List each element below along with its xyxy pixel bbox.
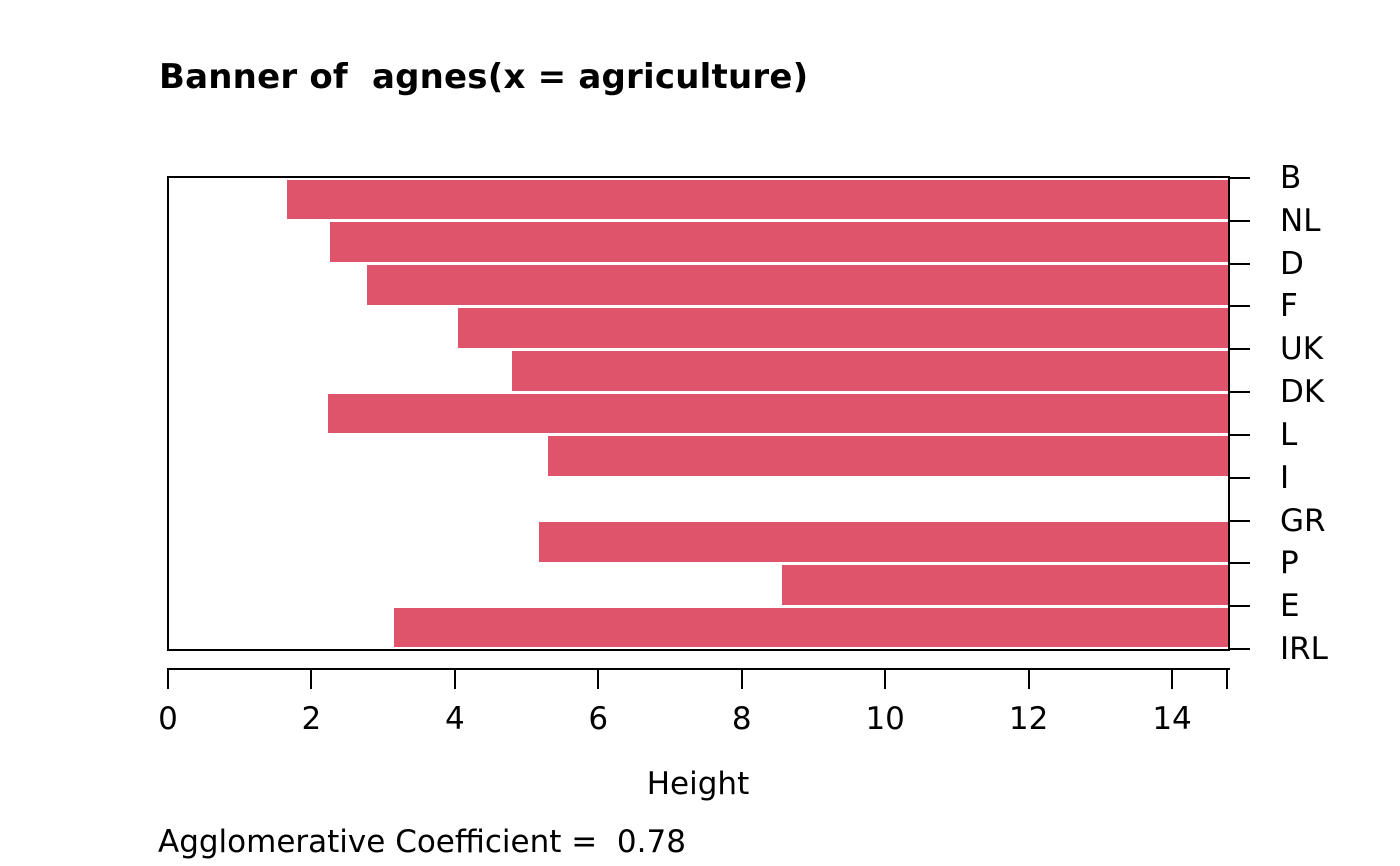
x-axis-line bbox=[167, 668, 1230, 670]
x-tick-label-14: 14 bbox=[1152, 701, 1192, 737]
right-label-B: B bbox=[1280, 160, 1302, 196]
banner-bar-UK-DK bbox=[512, 350, 1228, 391]
plot-title: Banner of agnes(x = agriculture) bbox=[159, 57, 809, 97]
x-tick-12 bbox=[1027, 668, 1030, 689]
plot-area bbox=[167, 176, 1230, 651]
right-label-L: L bbox=[1280, 416, 1298, 453]
banner-bar-DK-L bbox=[328, 393, 1228, 434]
right-tick-L bbox=[1230, 433, 1250, 436]
x-axis-label: Height bbox=[646, 766, 750, 802]
x-tick-0 bbox=[167, 668, 169, 689]
right-tick-NL bbox=[1230, 219, 1250, 222]
right-tick-DK bbox=[1230, 391, 1250, 394]
x-tick-label-8: 8 bbox=[731, 701, 752, 737]
right-label-E: E bbox=[1280, 588, 1300, 625]
banner-bar-P-E bbox=[781, 564, 1228, 605]
right-tick-UK bbox=[1230, 348, 1250, 351]
banner-bar-B-NL bbox=[287, 179, 1228, 220]
right-label-P: P bbox=[1280, 545, 1299, 582]
x-tick-14 bbox=[1171, 668, 1174, 689]
x-tick-label-0: 0 bbox=[158, 701, 178, 737]
right-label-IRL: IRL bbox=[1280, 631, 1328, 667]
right-tick-P bbox=[1230, 562, 1250, 565]
x-tick-label-10: 10 bbox=[865, 701, 905, 737]
right-label-UK: UK bbox=[1280, 331, 1324, 368]
right-tick-E bbox=[1230, 605, 1250, 608]
banner-bar-L-I bbox=[548, 436, 1228, 477]
banner-bar-GR-P bbox=[538, 522, 1228, 562]
right-tick-I bbox=[1230, 476, 1250, 479]
right-tick-D bbox=[1230, 262, 1250, 265]
right-label-GR: GR bbox=[1280, 502, 1326, 539]
banner-bar-D-F bbox=[367, 265, 1228, 305]
right-tick-B bbox=[1230, 177, 1250, 179]
banner-bar-F-UK bbox=[457, 307, 1228, 348]
right-label-F: F bbox=[1280, 288, 1298, 325]
agglomerative-coefficient-text: Agglomerative Coefficient = 0.78 bbox=[158, 824, 686, 860]
right-label-I: I bbox=[1280, 459, 1290, 496]
right-label-DK: DK bbox=[1280, 374, 1325, 411]
right-label-D: D bbox=[1280, 245, 1304, 282]
x-tick-label-4: 4 bbox=[444, 701, 465, 737]
x-axis-end-tick bbox=[1226, 668, 1228, 689]
right-tick-GR bbox=[1230, 519, 1250, 522]
x-tick-6 bbox=[597, 668, 600, 689]
x-tick-label-6: 6 bbox=[588, 701, 609, 737]
x-tick-10 bbox=[884, 668, 887, 689]
right-label-NL: NL bbox=[1280, 202, 1321, 239]
x-tick-label-2: 2 bbox=[301, 701, 322, 737]
banner-bar-E-IRL bbox=[393, 607, 1228, 648]
right-tick-F bbox=[1230, 305, 1250, 308]
x-tick-label-12: 12 bbox=[1008, 701, 1049, 737]
x-tick-2 bbox=[310, 668, 313, 689]
x-tick-4 bbox=[453, 668, 456, 689]
x-tick-8 bbox=[740, 668, 743, 689]
right-tick-IRL bbox=[1230, 648, 1250, 650]
banner-bar-NL-D bbox=[330, 222, 1228, 263]
